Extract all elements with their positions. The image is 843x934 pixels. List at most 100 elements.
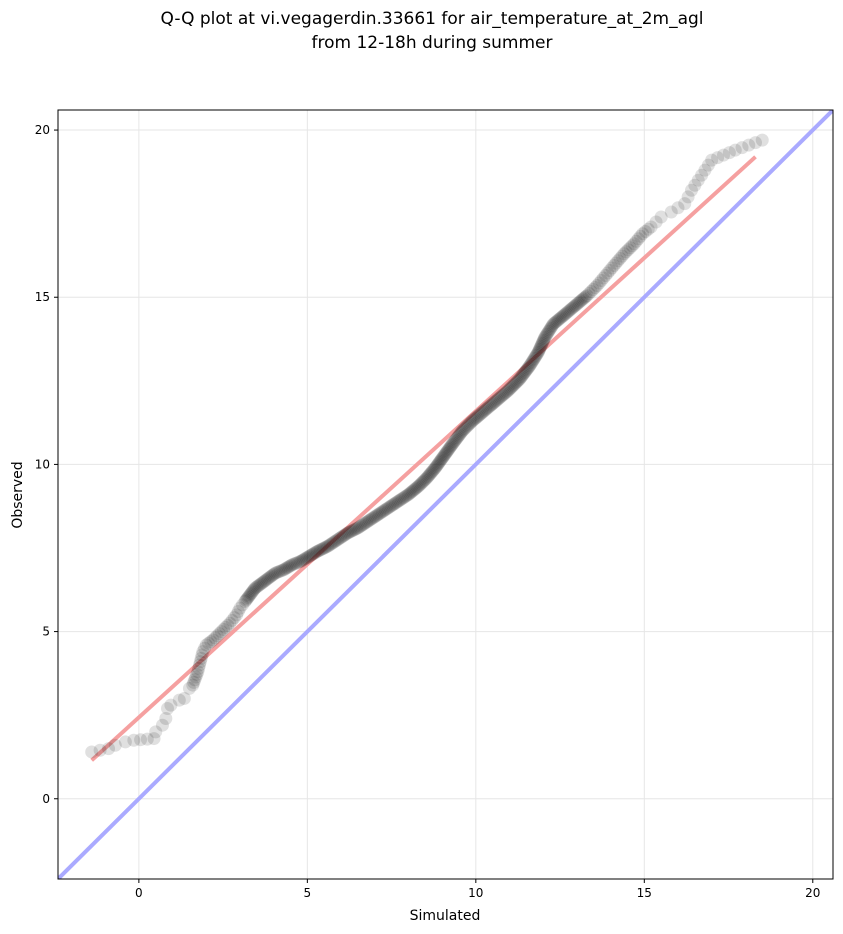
reference-lines: [58, 110, 833, 879]
data-point: [352, 520, 366, 534]
data-point: [272, 565, 286, 579]
data-point: [303, 549, 317, 563]
data-point: [573, 294, 587, 308]
data-point: [572, 295, 586, 309]
data-point: [558, 308, 572, 322]
data-point: [504, 380, 518, 394]
data-point: [443, 440, 457, 454]
data-point: [295, 554, 309, 568]
data-point: [380, 502, 394, 516]
data-point: [242, 589, 256, 603]
data-point: [615, 249, 629, 263]
data-point: [361, 514, 375, 528]
data-point: [332, 532, 346, 546]
data-point: [716, 148, 730, 162]
data-point: [735, 141, 749, 155]
data-point: [214, 625, 228, 639]
data-point: [425, 465, 439, 479]
data-point: [259, 573, 273, 587]
data-point: [296, 553, 310, 567]
data-point: [509, 376, 523, 390]
data-point: [554, 311, 568, 325]
data-point: [599, 269, 613, 283]
data-point: [235, 598, 249, 612]
data-point: [423, 467, 437, 481]
data-point: [476, 405, 490, 419]
data-point: [396, 491, 410, 505]
y-axis-ticks: 0 5 10 15 20: [35, 123, 58, 806]
data-point: [498, 386, 512, 400]
data-point: [524, 357, 538, 371]
data-point: [199, 638, 213, 652]
data-point: [605, 261, 619, 275]
data-point: [403, 486, 417, 500]
data-point: [529, 348, 543, 362]
plot-area: [57, 109, 834, 880]
data-point: [383, 500, 397, 514]
data-point: [193, 658, 207, 672]
data-point: [378, 503, 392, 517]
data-point: [711, 151, 725, 165]
data-point: [231, 605, 245, 619]
data-point: [336, 529, 350, 543]
data-point: [638, 224, 652, 238]
data-point: [482, 399, 496, 413]
data-point: [514, 371, 528, 385]
data-point: [264, 569, 278, 583]
x-axis-label: Simulated: [410, 908, 481, 924]
data-point: [355, 518, 369, 532]
data-point: [349, 522, 363, 536]
data-point: [619, 245, 633, 259]
data-point: [204, 635, 218, 649]
data-point: [381, 501, 395, 515]
data-point: [278, 562, 292, 576]
data-point: [255, 576, 269, 590]
data-point: [195, 648, 209, 662]
data-point: [371, 508, 385, 522]
data-point: [678, 197, 692, 211]
data-point: [321, 539, 335, 553]
data-point: [531, 345, 545, 359]
data-point: [611, 254, 625, 268]
data-point: [193, 655, 207, 669]
data-point: [412, 479, 426, 493]
data-point: [453, 427, 467, 441]
data-point: [556, 309, 570, 323]
data-point: [312, 544, 326, 558]
data-point: [365, 511, 379, 525]
data-point: [388, 496, 402, 510]
data-point: [469, 411, 483, 425]
data-point: [437, 449, 451, 463]
data-point: [287, 557, 301, 571]
data-point: [644, 220, 658, 234]
data-point: [568, 299, 582, 313]
data-point: [194, 651, 208, 665]
data-point: [302, 549, 316, 563]
scatter-points: [85, 133, 769, 759]
data-point: [358, 516, 372, 530]
data-point: [542, 324, 556, 338]
data-point: [217, 622, 231, 636]
data-point: [562, 304, 576, 318]
data-point: [223, 616, 237, 630]
data-point: [442, 441, 456, 455]
data-point: [192, 661, 206, 675]
data-point: [511, 373, 525, 387]
data-point: [267, 567, 281, 581]
data-point: [331, 533, 345, 547]
data-point: [212, 627, 226, 641]
x-tick-label: 10: [468, 886, 483, 900]
data-point: [454, 425, 468, 439]
data-point: [543, 323, 557, 337]
data-point: [546, 317, 560, 331]
data-point: [421, 470, 435, 484]
data-point: [586, 283, 600, 297]
data-point: [625, 239, 639, 253]
data-point: [537, 332, 551, 346]
data-point: [424, 466, 438, 480]
data-point: [249, 580, 263, 594]
data-point: [567, 300, 581, 314]
data-point: [290, 556, 304, 570]
data-point: [219, 620, 233, 634]
x-tick-label: 5: [304, 886, 312, 900]
